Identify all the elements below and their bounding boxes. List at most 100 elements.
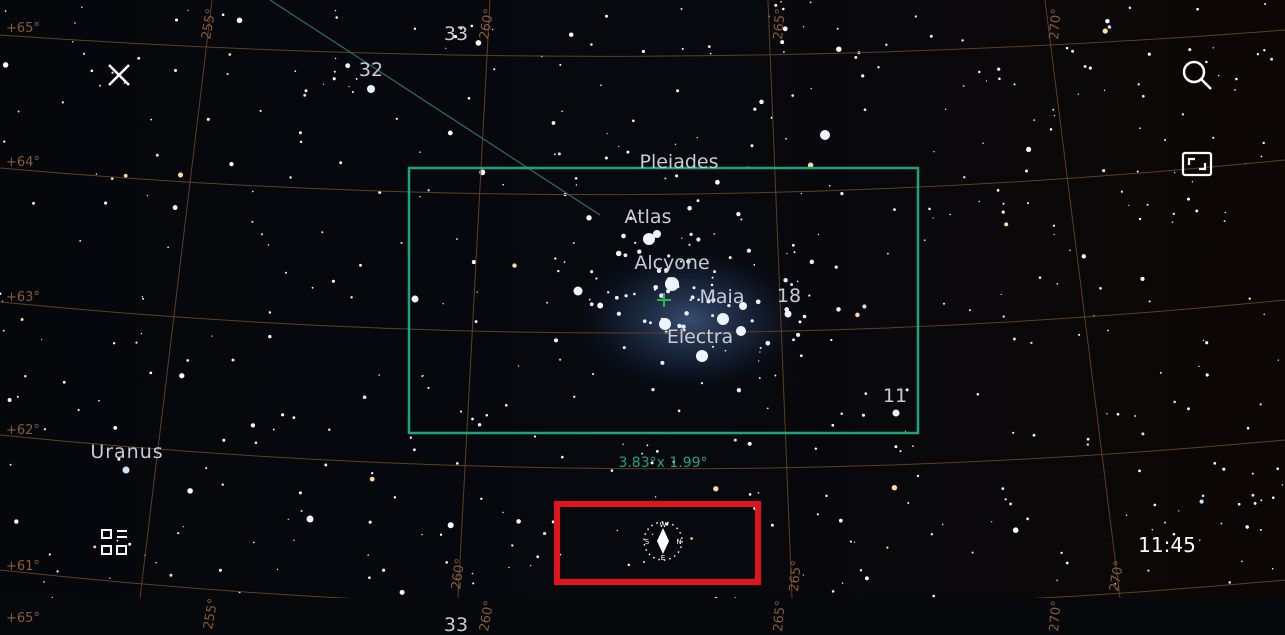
sky-view: +65° +64° +63° +62° +61° 255° 260° 265° … (0, 0, 1285, 635)
star (534, 435, 536, 437)
star (842, 582, 843, 583)
star (187, 488, 193, 494)
star (623, 346, 626, 349)
star (1141, 432, 1144, 435)
star (255, 442, 258, 445)
star (480, 498, 482, 500)
star (861, 74, 864, 77)
star (1078, 334, 1080, 336)
star (1205, 61, 1208, 64)
star (1129, 7, 1132, 10)
star (222, 13, 225, 16)
star (1188, 48, 1191, 51)
star (794, 251, 796, 253)
star (559, 64, 561, 66)
star (653, 230, 661, 238)
star (293, 416, 296, 419)
star (137, 57, 140, 60)
star (864, 108, 867, 111)
star (312, 287, 314, 289)
star (472, 260, 476, 264)
star (1071, 50, 1074, 53)
star (56, 570, 58, 572)
star (8, 398, 12, 402)
star (1195, 209, 1198, 212)
star (252, 191, 254, 193)
star (690, 299, 692, 301)
star (660, 361, 664, 365)
star (649, 321, 652, 324)
star (931, 533, 933, 535)
star (62, 101, 64, 103)
star (371, 472, 373, 474)
star (1149, 300, 1151, 302)
star (574, 287, 583, 296)
star (1220, 523, 1222, 525)
star (96, 173, 97, 174)
star (634, 242, 636, 244)
star (472, 582, 474, 584)
star (368, 576, 371, 579)
star (991, 521, 992, 522)
star (149, 372, 152, 375)
star (561, 456, 564, 459)
star (600, 84, 602, 86)
star (44, 428, 46, 430)
star (820, 130, 830, 140)
star (167, 246, 169, 248)
star (558, 152, 561, 155)
star (410, 437, 412, 439)
star (1224, 220, 1226, 222)
star (419, 196, 420, 197)
star (3, 62, 8, 67)
star (616, 251, 621, 256)
star (1027, 202, 1029, 204)
star (1212, 137, 1214, 139)
object-label: Alcyone (634, 252, 709, 274)
star (1203, 340, 1204, 341)
star (1174, 172, 1175, 173)
star (917, 475, 919, 477)
star (251, 221, 253, 223)
star (715, 180, 720, 185)
star (977, 393, 980, 396)
star (783, 278, 787, 282)
star (299, 491, 302, 494)
star (737, 388, 741, 392)
star (1202, 495, 1205, 498)
star (1057, 283, 1059, 285)
star (445, 561, 448, 564)
star (885, 44, 887, 46)
dec-label: +64° (6, 155, 40, 170)
star (237, 17, 243, 23)
star (1039, 276, 1041, 278)
star (142, 296, 143, 297)
star (1139, 218, 1141, 220)
star (1173, 213, 1175, 215)
star (771, 524, 774, 527)
object-label: 33 (444, 23, 468, 45)
star (367, 85, 375, 93)
star (924, 239, 926, 241)
compass-letter: S (645, 538, 650, 546)
star (928, 208, 931, 211)
star (759, 377, 761, 379)
star (1245, 525, 1248, 528)
star (135, 341, 137, 343)
star (1153, 504, 1156, 507)
star (18, 111, 20, 113)
star (690, 537, 693, 540)
star (288, 519, 289, 520)
star (261, 233, 263, 235)
star (832, 590, 835, 593)
star (1222, 468, 1225, 471)
star (177, 532, 179, 534)
star (367, 554, 369, 556)
star (370, 477, 375, 482)
star (178, 172, 183, 177)
star (212, 335, 213, 336)
frame-title: Pleiades (640, 151, 719, 173)
star (472, 573, 474, 575)
star (949, 214, 951, 216)
star (664, 178, 666, 180)
